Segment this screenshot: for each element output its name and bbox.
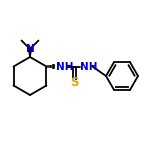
Text: NH: NH — [56, 62, 74, 71]
Text: S: S — [70, 76, 79, 89]
Text: N: N — [26, 44, 34, 54]
Polygon shape — [29, 49, 31, 57]
Text: NH: NH — [80, 62, 98, 71]
